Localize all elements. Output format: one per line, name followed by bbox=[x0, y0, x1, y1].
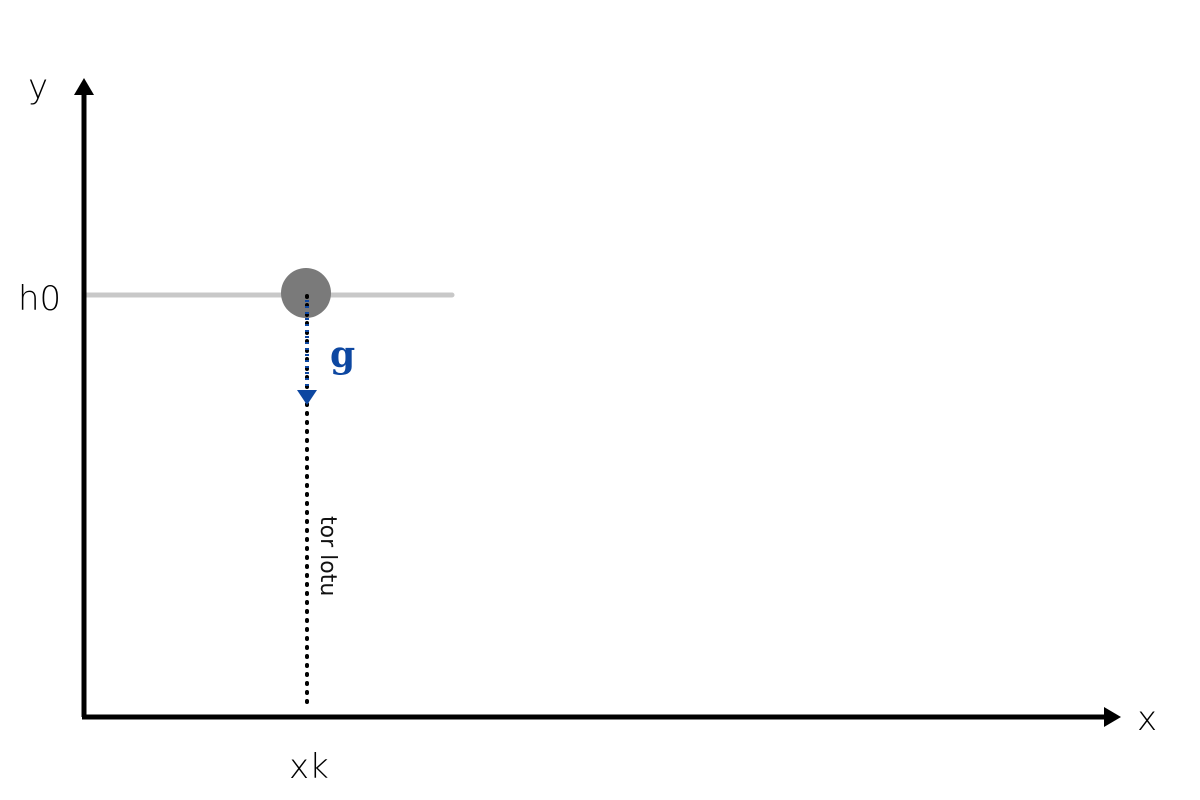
gravity-label: g bbox=[330, 334, 355, 376]
x-position-label: xk bbox=[289, 747, 329, 787]
trajectory-label: tor lotu bbox=[315, 516, 340, 596]
x-axis-label: x bbox=[1137, 699, 1157, 739]
ball bbox=[281, 268, 331, 318]
height-label: h0 bbox=[18, 279, 61, 319]
y-axis-label: y bbox=[28, 67, 48, 107]
x-axis-arrowhead bbox=[1104, 707, 1121, 727]
gravity-arrowhead bbox=[297, 390, 317, 405]
y-axis-arrowhead bbox=[74, 78, 94, 95]
